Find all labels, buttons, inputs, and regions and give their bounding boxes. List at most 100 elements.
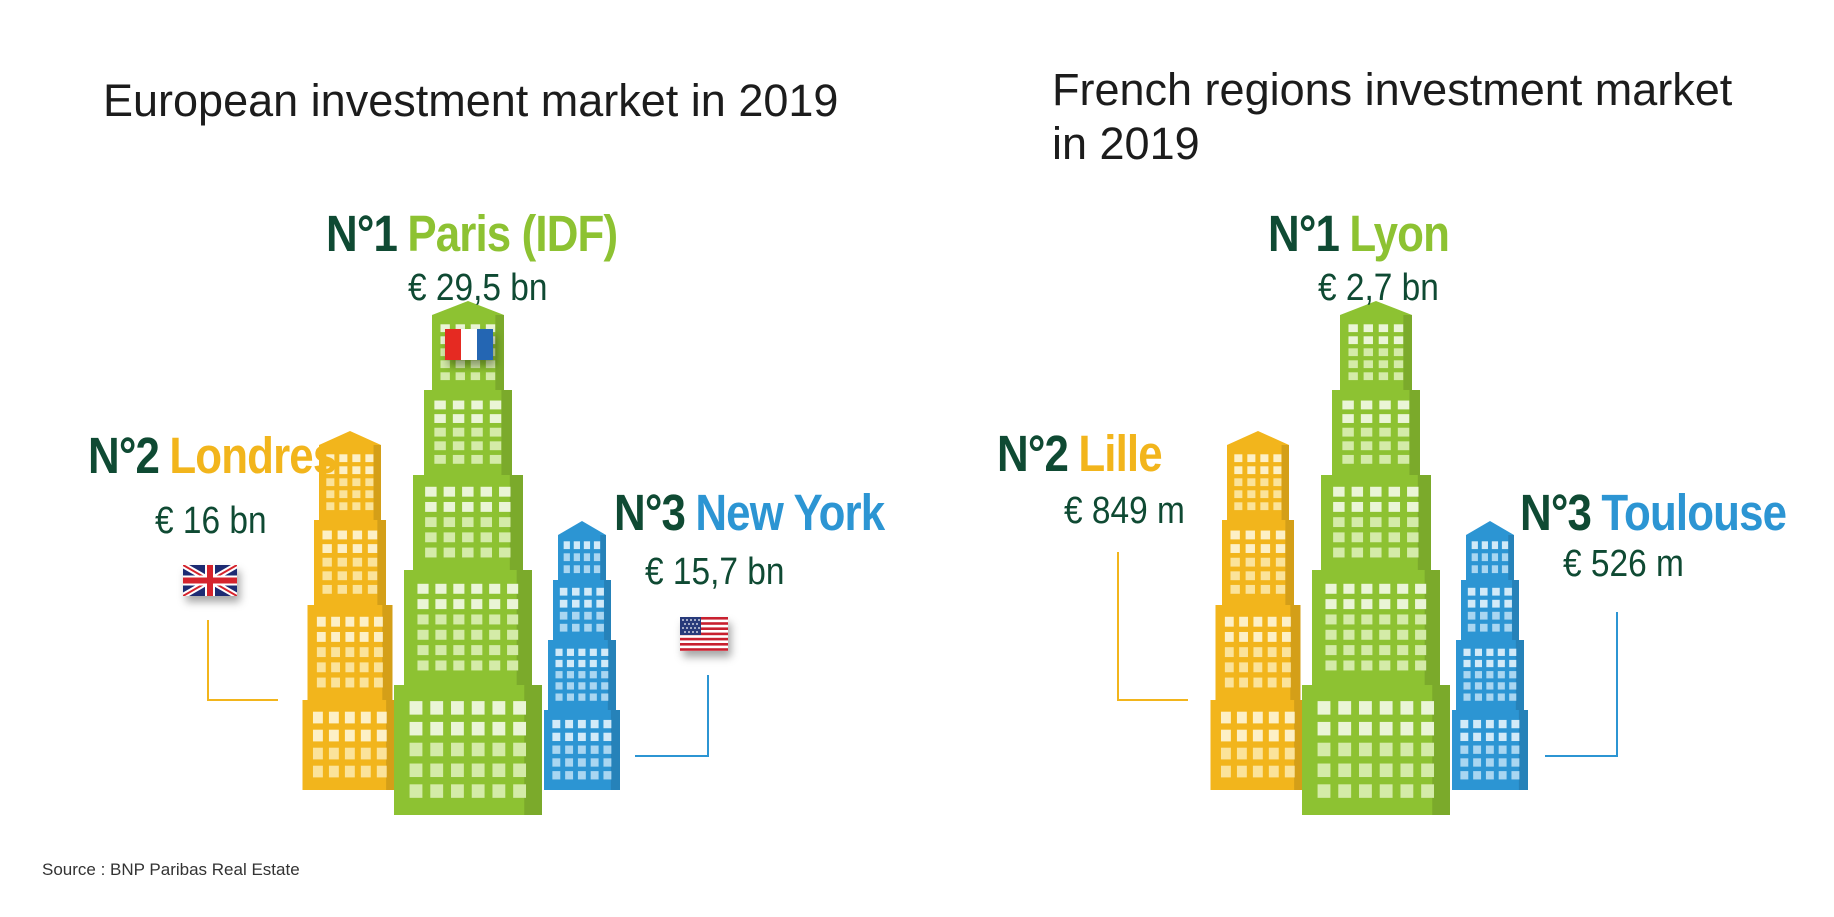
blue-building-0-tier-3-window bbox=[559, 587, 568, 596]
yellow-building-0-tier-2-window bbox=[331, 616, 341, 627]
green-building-0-tier-4-window bbox=[434, 400, 446, 410]
blue-building-908-tier-1-window bbox=[1498, 771, 1507, 780]
yellow-building-908-tier-1-window bbox=[1268, 747, 1279, 760]
green-building-0-tier-1-window bbox=[409, 701, 423, 715]
green-building-0-tier-3-window bbox=[462, 501, 474, 512]
yellow-building-0-tier-4-window bbox=[352, 502, 361, 511]
yellow-building-0-tier-4-window bbox=[352, 454, 361, 463]
left-rank-1-amount: € 29,5 bn bbox=[408, 267, 548, 309]
green-building-908-tier-5-window bbox=[1348, 360, 1358, 369]
right-rank-1-number: N°1 bbox=[1268, 205, 1340, 262]
yellow-building-0-tier-4-window bbox=[339, 466, 348, 475]
yellow-building-0-tier-2-window bbox=[373, 677, 383, 688]
yellow-building-0-tier-4-window bbox=[326, 466, 335, 475]
blue-building-908-tier-3-window bbox=[1504, 611, 1512, 620]
right-rank-2-amount: € 849 m bbox=[1064, 490, 1185, 532]
blue-building-908-tier-1-window bbox=[1473, 758, 1482, 767]
yellow-building-908-tier-3-window bbox=[1275, 571, 1286, 581]
green-building-0-tier-3-window bbox=[462, 547, 474, 558]
yellow-building-908-tier-1-window bbox=[1268, 711, 1279, 724]
blue-building-908-tier-2-window bbox=[1463, 682, 1471, 690]
blue-building-0-tier-1-window bbox=[590, 771, 599, 780]
green-building-0-tier-3-window bbox=[443, 517, 456, 528]
green-building-0-tier-1-window bbox=[409, 721, 423, 736]
blue-building-908-tier-2-window bbox=[1497, 682, 1505, 690]
green-building-0-tier-1-window bbox=[451, 784, 464, 798]
blue-building-0-tier-2-window bbox=[589, 682, 597, 690]
yellow-building-908-tier-2-window bbox=[1253, 631, 1263, 642]
blue-building-0-tier-1-window bbox=[565, 771, 574, 780]
green-building-0-tier-5-window bbox=[455, 372, 465, 381]
blue-building-908-tier-3-window bbox=[1504, 599, 1512, 608]
green-building-908-tier-3-window bbox=[1370, 532, 1382, 543]
blue-building-908-tier-3-window bbox=[1467, 623, 1476, 632]
france-flag-icon bbox=[445, 329, 493, 360]
yellow-building-0-tier-3-window bbox=[337, 544, 347, 553]
yellow-building-908-tier-4-window bbox=[1247, 478, 1256, 487]
yellow-building-0-tier-4-window bbox=[326, 478, 335, 487]
yellow-building-908-tier-4-window bbox=[1273, 466, 1282, 475]
green-building-908-tier-4-window bbox=[1397, 454, 1410, 464]
blue-building-908-tier-1-window bbox=[1485, 719, 1494, 729]
yellow-building-0-tier-2-window bbox=[359, 631, 369, 642]
yellow-building-0-tier-1-window bbox=[328, 729, 339, 742]
blue-building-908-tier-1-window bbox=[1473, 732, 1482, 742]
yellow-building-0-tier-3-window bbox=[352, 571, 363, 581]
blue-building-0-tier-1-window bbox=[565, 745, 574, 754]
green-building-0-tier-4-window bbox=[471, 441, 483, 451]
green-building-0-tier-2-window bbox=[435, 629, 447, 640]
yellow-building-0-tier-3-window bbox=[352, 557, 363, 567]
blue-building-908-tier-4-window bbox=[1501, 565, 1509, 574]
green-building-908-tier-5-window bbox=[1378, 360, 1389, 369]
yellow-building-0-tier-2-window bbox=[359, 662, 369, 673]
yellow-building-908-tier-4-window bbox=[1273, 454, 1282, 463]
green-building-0-tier-3-window bbox=[425, 532, 437, 543]
yellow-building-0-tier-3-window bbox=[337, 584, 347, 594]
blue-building-0-tier-1-window bbox=[603, 771, 612, 780]
blue-building-0-tier-1-window bbox=[590, 758, 599, 767]
green-building-908-tier-5-window bbox=[1363, 336, 1373, 345]
blue-building-908-tier-2-window bbox=[1486, 693, 1494, 701]
yellow-building-0-tier-3-window bbox=[322, 530, 332, 540]
blue-building-0-tier-3-window bbox=[559, 611, 568, 620]
blue-building-908-tier-2-window bbox=[1509, 682, 1517, 690]
green-building-0-tier-4-shade bbox=[501, 390, 512, 475]
blue-building-0-tier-2-window bbox=[578, 682, 586, 690]
green-building-908-tier-3-window bbox=[1370, 486, 1382, 497]
green-building-908-tier-3-window bbox=[1407, 532, 1419, 543]
yellow-building-908-tier-3-window bbox=[1245, 544, 1255, 553]
green-building-908-tier-5-window bbox=[1348, 348, 1358, 357]
blue-building-908-tier-2-window bbox=[1497, 648, 1505, 656]
green-building-0-tier-4-window bbox=[489, 400, 502, 410]
yellow-building-0-tier-1-window bbox=[360, 747, 371, 760]
green-building-908-tier-5-window bbox=[1348, 372, 1358, 381]
blue-building-908-tier-1-window bbox=[1460, 719, 1469, 729]
yellow-building-0-tier-3-window bbox=[367, 530, 378, 540]
yellow-building-908-tier-1-window bbox=[1236, 765, 1247, 778]
blue-building-908-tier-4-window bbox=[1491, 553, 1499, 562]
blue-building-0-tier-1-shade bbox=[610, 710, 620, 790]
blue-building-908-tier-4-window bbox=[1471, 565, 1478, 574]
blue-building-0-tier-1-window bbox=[590, 745, 599, 754]
blue-building-908-tier-3-window bbox=[1480, 611, 1488, 620]
yellow-building-908-roof bbox=[1227, 431, 1289, 445]
yellow-building-908-tier-2-window bbox=[1224, 662, 1234, 673]
blue-building-0-tier-2-window bbox=[555, 648, 563, 656]
blue-building-0-tier-2-window bbox=[601, 659, 609, 668]
yellow-building-0-tier-4-window bbox=[365, 478, 374, 487]
blue-building-0-tier-1-window bbox=[603, 732, 612, 742]
green-building-0-tier-1-window bbox=[451, 701, 464, 715]
yellow-building-908-tier-3-shade bbox=[1285, 520, 1294, 605]
blue-building-908-tier-2-window bbox=[1463, 648, 1471, 656]
yellow-building-908-tier-2-window bbox=[1281, 677, 1291, 688]
yellow-building-908-tier-3-window bbox=[1230, 544, 1240, 553]
right-panel-title: French regions investment market in 2019 bbox=[1052, 63, 1732, 171]
green-building-908-tier-4-window bbox=[1342, 427, 1354, 437]
yellow-building-0-tier-3-window bbox=[367, 571, 378, 581]
green-building-908-tier-3-window bbox=[1333, 532, 1345, 543]
yellow-building-0-tier-1-window bbox=[376, 729, 387, 742]
green-building-0-tier-1-window bbox=[513, 721, 527, 736]
blue-building-908-tier-2-window bbox=[1474, 682, 1483, 690]
green-building-0-tier-2-window bbox=[435, 599, 447, 610]
green-building-908-tier-3-window bbox=[1351, 547, 1364, 558]
